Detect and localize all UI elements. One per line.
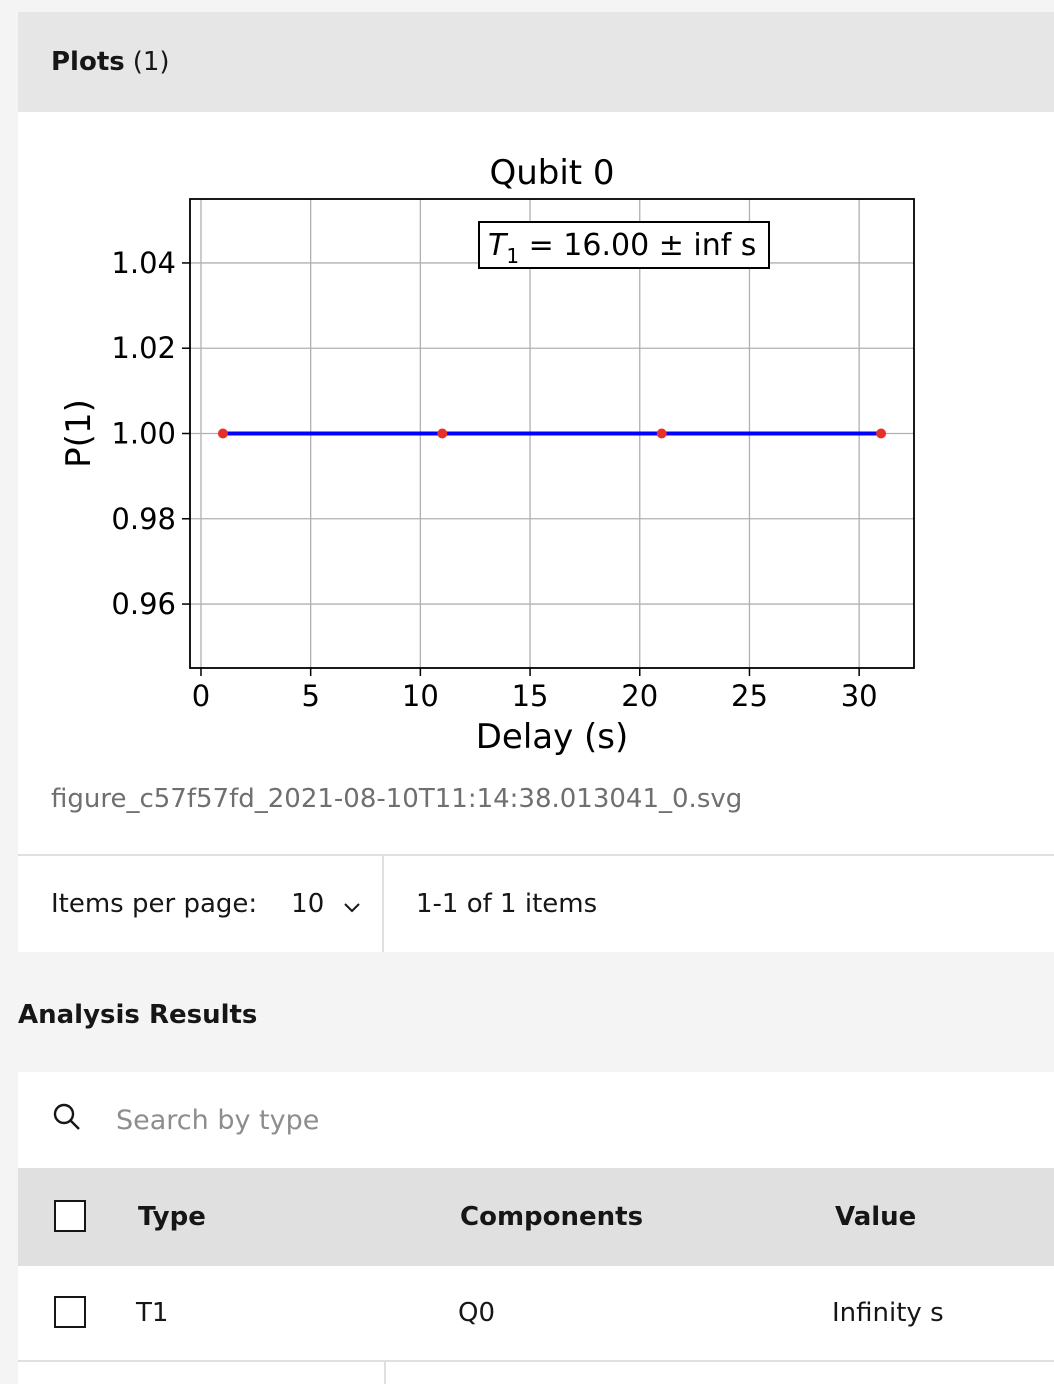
table-header: Type Components Value xyxy=(18,1168,1054,1266)
x-tick-label: 25 xyxy=(731,679,768,713)
row-checkbox[interactable] xyxy=(54,1296,86,1328)
x-axis-label: Delay (s) xyxy=(476,717,629,757)
column-header-value[interactable]: Value xyxy=(835,1202,917,1232)
y-tick-label: 1.02 xyxy=(111,331,176,365)
pagination-range: 1-1 of 1 items xyxy=(416,889,598,919)
plot-panel: 0 5 10 15 20 25 30 0.96 0.98 1.00 1.02 1.04 Qubit 0 D… xyxy=(18,112,1054,854)
row-type: T1 xyxy=(136,1298,169,1328)
data-point xyxy=(656,428,667,439)
y-tick-label: 0.98 xyxy=(111,502,176,536)
y-tick-label: 1.04 xyxy=(111,246,176,280)
plots-title: Plots xyxy=(51,47,125,77)
pagination-bar: Items per page: 10 1-1 of 1 items xyxy=(18,854,1054,952)
x-tick-label: 10 xyxy=(402,679,439,713)
y-axis-label: P(1) xyxy=(59,399,99,468)
select-all-checkbox[interactable] xyxy=(54,1200,86,1232)
divider xyxy=(384,1362,386,1384)
row-components: Q0 xyxy=(458,1298,496,1328)
row-value: Infinity s xyxy=(832,1298,944,1328)
x-tick-label: 15 xyxy=(512,679,549,713)
table-row[interactable]: T1 Q0 Infinity s xyxy=(18,1266,1054,1362)
x-tick-label: 20 xyxy=(621,679,658,713)
column-header-type[interactable]: Type xyxy=(138,1202,206,1232)
column-header-components[interactable]: Components xyxy=(460,1202,644,1232)
data-point xyxy=(876,428,887,439)
search-input[interactable] xyxy=(114,1103,918,1137)
y-tick-label: 0.96 xyxy=(111,587,176,621)
pagination-bar-bottom xyxy=(18,1362,1054,1384)
items-per-page-select[interactable]: 10 xyxy=(291,889,325,919)
data-point xyxy=(437,428,448,439)
x-tick-label: 5 xyxy=(301,679,319,713)
figure-filename: figure_c57f57fd_2021-08-10T11:14:38.0130… xyxy=(51,784,743,814)
chart-title: Qubit 0 xyxy=(489,153,614,193)
items-per-page-label: Items per page: xyxy=(51,889,258,919)
data-point xyxy=(217,428,228,439)
chevron-down-icon[interactable] xyxy=(342,894,362,914)
y-tick-label: 1.00 xyxy=(111,417,176,451)
fit-annotation: T1 = 16.00 ± inf s xyxy=(488,228,756,268)
plots-count: (1) xyxy=(132,47,170,77)
fit-annotation-box xyxy=(478,221,770,269)
items-per-page: Items per page: 10 xyxy=(18,856,384,952)
x-tick-label: 0 xyxy=(192,679,210,713)
analysis-results-title: Analysis Results xyxy=(18,1000,258,1030)
x-tick-label: 30 xyxy=(841,679,878,713)
plots-header[interactable]: Plots (1) xyxy=(18,12,1054,112)
search-icon xyxy=(52,1102,82,1139)
t1-plot: 0 5 10 15 20 25 30 0.96 0.98 1.00 1.02 1.04 Qubit 0 D… xyxy=(59,153,915,757)
search-bar xyxy=(18,1072,1054,1168)
